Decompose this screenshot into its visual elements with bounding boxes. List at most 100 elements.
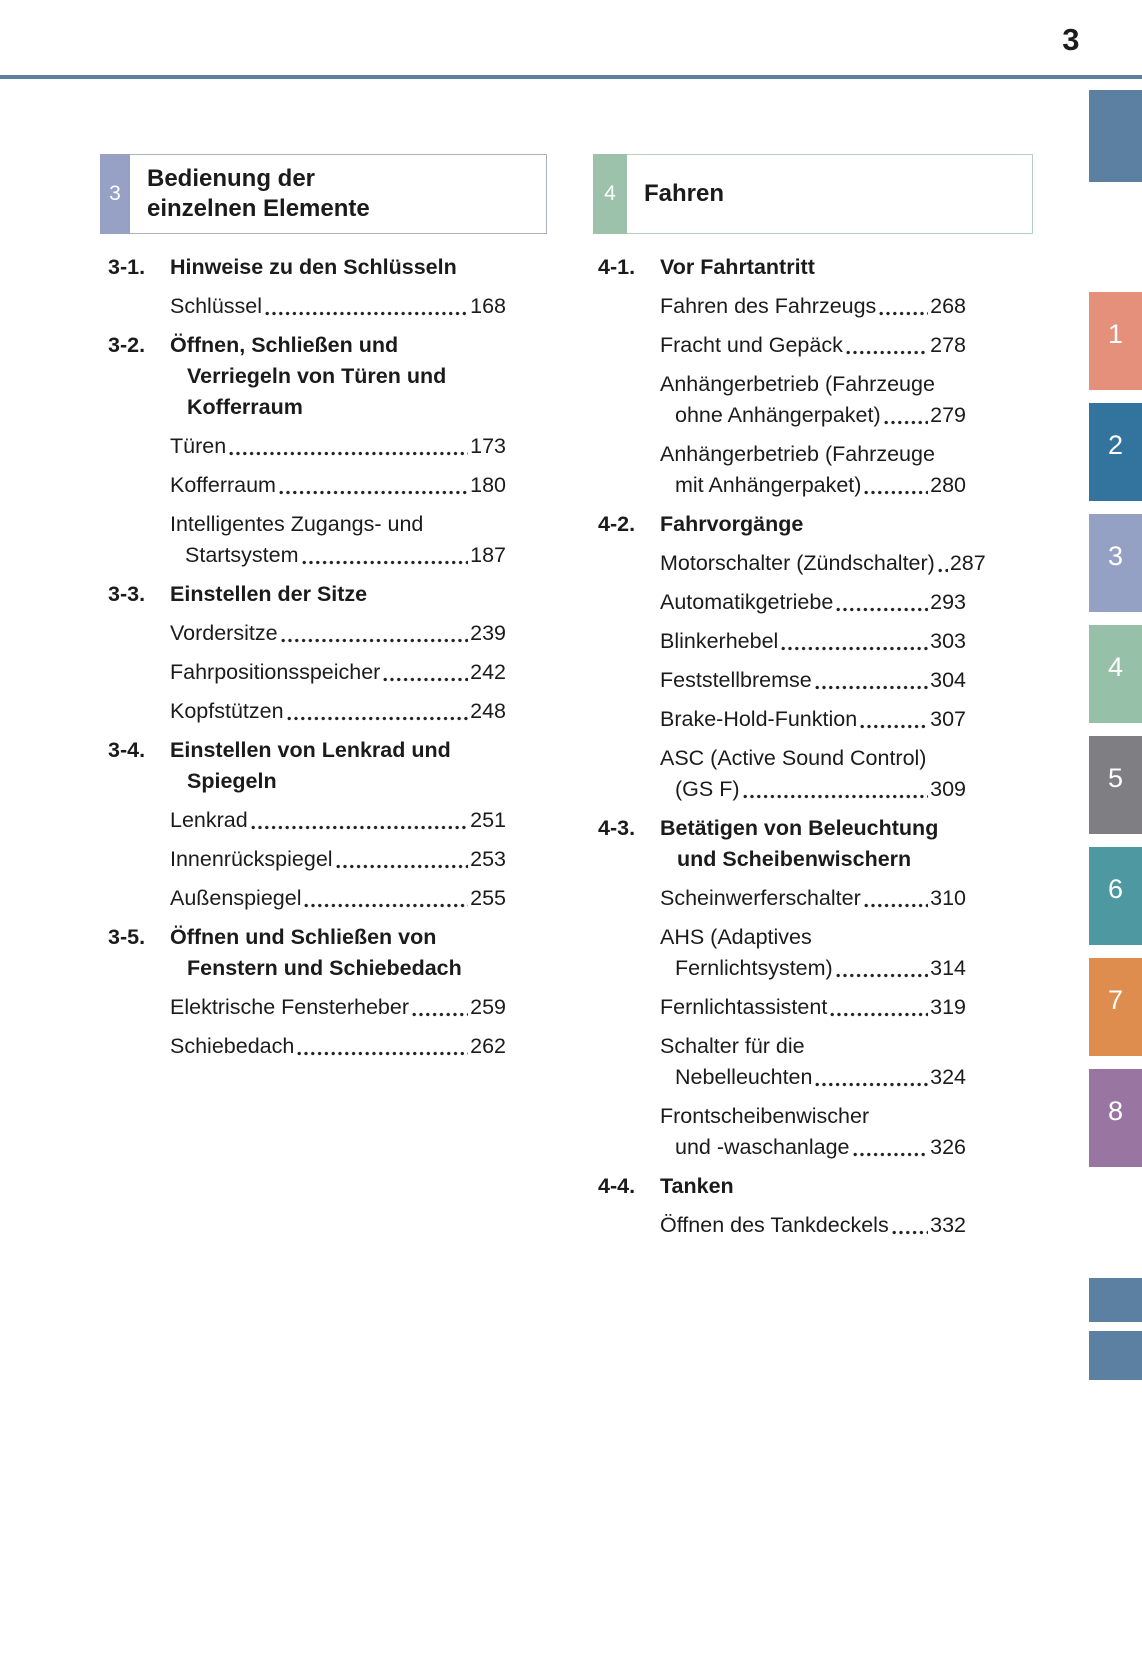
chapter-3-number-tab: 3 <box>100 154 130 234</box>
entry-label: Motorschalter (Zündschalter) <box>660 551 935 575</box>
entry-page-number: 303 <box>930 629 966 653</box>
entry-dot-leader <box>265 310 469 317</box>
entry-page-number: 255 <box>470 886 506 910</box>
section-title-line: und Scheibenwischern <box>677 847 912 871</box>
toc-entry: Fernlichtassistent 319 <box>660 992 966 1023</box>
side-tab-2: 2 <box>1089 403 1142 501</box>
section-number: 4-2. <box>598 512 636 536</box>
entry-dot-leader <box>297 1050 469 1057</box>
toc-entry: Motorschalter (Zündschalter) 287 <box>660 548 986 579</box>
entry-leader-row: (GS F) 309 <box>660 774 966 805</box>
chapter-4-title: Fahren <box>627 154 1033 234</box>
entry-leader-row: Startsystem 187 <box>170 540 506 571</box>
entry-label: Fernlichtsystem) <box>675 956 833 980</box>
section-title-line: Öffnen und Schließen von <box>170 925 437 949</box>
entry-page-number: 248 <box>470 699 506 723</box>
toc-entry: Schiebedach 262 <box>170 1031 506 1062</box>
entry-label: Brake-Hold-Funktion <box>660 707 858 731</box>
side-tab-5: 5 <box>1089 736 1142 834</box>
toc-entry: Anhängerbetrieb (Fahrzeuge mit Anhängerpa… <box>660 439 966 501</box>
section-number: 3-5. <box>108 925 146 949</box>
chapter-4-header: 4 Fahren <box>593 154 1033 234</box>
toc-entry: Blinkerhebel 303 <box>660 626 966 657</box>
toc-entry: Scheinwerferschalter 310 <box>660 883 966 914</box>
entry-label: Scheinwerferschalter <box>660 886 861 910</box>
entry-label: Fracht und Gepäck <box>660 333 843 357</box>
section-number: 3-1. <box>108 255 146 279</box>
section-title-line: Einstellen von Lenkrad und <box>170 738 451 762</box>
entry-leader-row: ohne Anhängerpaket) 279 <box>660 400 966 431</box>
entry-leader-row: Motorschalter (Zündschalter) 287 <box>660 548 986 579</box>
entry-label: und -waschanlage <box>675 1135 850 1159</box>
entry-dot-leader <box>286 715 469 722</box>
toc-column-chapter-3: 3-1. Hinweise zu den Schlüsseln Schlüssel 1… <box>108 252 506 1070</box>
entry-dot-leader <box>836 606 929 613</box>
entry-dot-leader <box>250 824 469 831</box>
section-title: Öffnen, Schließen und Verriegeln von Türe… <box>170 330 506 423</box>
entry-label: Fahrpositionsspeicher <box>170 660 381 684</box>
entry-dot-leader <box>815 1081 929 1088</box>
section-title: Hinweise zu den Schlüsseln <box>170 252 506 283</box>
toc-entry: Lenkrad 251 <box>170 805 506 836</box>
entry-leader-row: Fernlichtassistent 319 <box>660 992 966 1023</box>
entry-dot-leader <box>864 489 929 496</box>
entry-label: Schlüssel <box>170 294 263 318</box>
side-tab-1: 1 <box>1089 292 1142 390</box>
page-number: 3 <box>1062 22 1080 57</box>
section-title: Betätigen von Beleuchtung und Scheibenwis… <box>660 813 966 875</box>
entry-dot-leader <box>830 1011 929 1018</box>
chapter-3-title: Bedienung der einzelnen Elemente <box>130 154 547 234</box>
side-tab-8: 8 <box>1089 1069 1142 1167</box>
entry-leader-row: Öffnen des Tankdeckels 332 <box>660 1210 966 1241</box>
entry-page-number: 168 <box>470 294 506 318</box>
entry-label: Öffnen des Tankdeckels <box>660 1213 889 1237</box>
entry-page-number: 304 <box>930 668 966 692</box>
entry-dot-leader <box>304 902 469 909</box>
side-tab-4: 4 <box>1089 625 1142 723</box>
entry-dot-leader <box>863 902 929 909</box>
entry-leader-row: Blinkerhebel 303 <box>660 626 966 657</box>
entry-leader-row: Fahrpositionsspeicher 242 <box>170 657 506 688</box>
chapter-title-line: Bedienung der <box>147 165 316 192</box>
section-heading: 3-3. Einstellen der Sitze <box>108 579 506 610</box>
entry-label: Innenrückspiegel <box>170 847 333 871</box>
entry-page-number: 324 <box>930 1065 966 1089</box>
entry-label-line: Intelligentes Zugangs- und <box>170 512 424 536</box>
entry-page-number: 293 <box>930 590 966 614</box>
entry-page-number: 268 <box>930 294 966 318</box>
entry-dot-leader <box>742 793 929 800</box>
toc-entry: Frontscheibenwischer und -waschanlage 326 <box>660 1101 966 1163</box>
side-tab-7: 7 <box>1089 958 1142 1056</box>
toc-entry: Öffnen des Tankdeckels 332 <box>660 1210 966 1241</box>
entry-dot-leader <box>883 419 929 426</box>
toc-entry: Außenspiegel 255 <box>170 883 506 914</box>
entry-dot-leader <box>937 567 948 574</box>
chapter-3-header: 3 Bedienung der einzelnen Elemente <box>100 154 547 234</box>
entry-leader-row: Kofferraum 180 <box>170 470 506 501</box>
entry-page-number: 187 <box>470 543 506 567</box>
entry-page-number: 242 <box>470 660 506 684</box>
entry-label: Elektrische Fensterheber <box>170 995 409 1019</box>
side-tab-bottom-1 <box>1089 1278 1142 1322</box>
section-heading: 3-2. Öffnen, Schließen und Verriegeln von … <box>108 330 506 423</box>
entry-dot-leader <box>845 349 929 356</box>
chapter-3-number: 3 <box>109 182 121 205</box>
entry-leader-row: Innenrückspiegel 253 <box>170 844 506 875</box>
entry-label-line: Anhängerbetrieb (Fahrzeuge <box>660 442 935 466</box>
entry-label: mit Anhängerpaket) <box>675 473 862 497</box>
entry-page-number: 287 <box>949 551 986 575</box>
entry-page-number: 253 <box>470 847 506 871</box>
entry-label-line: AHS (Adaptives <box>660 925 812 949</box>
entry-page-number: 310 <box>930 886 966 910</box>
entry-page-number: 180 <box>470 473 506 497</box>
entry-leader-row: Außenspiegel 255 <box>170 883 506 914</box>
entry-leader-row: Türen 173 <box>170 431 506 462</box>
section-number: 3-3. <box>108 582 146 606</box>
entry-page-number: 309 <box>930 777 966 801</box>
section-title-line: Betätigen von Beleuchtung <box>660 816 939 840</box>
entry-label: Kopfstützen <box>170 699 284 723</box>
top-rule <box>0 75 1142 79</box>
section-heading: 3-1. Hinweise zu den Schlüsseln <box>108 252 506 283</box>
section-heading: 4-4. Tanken <box>598 1171 966 1202</box>
